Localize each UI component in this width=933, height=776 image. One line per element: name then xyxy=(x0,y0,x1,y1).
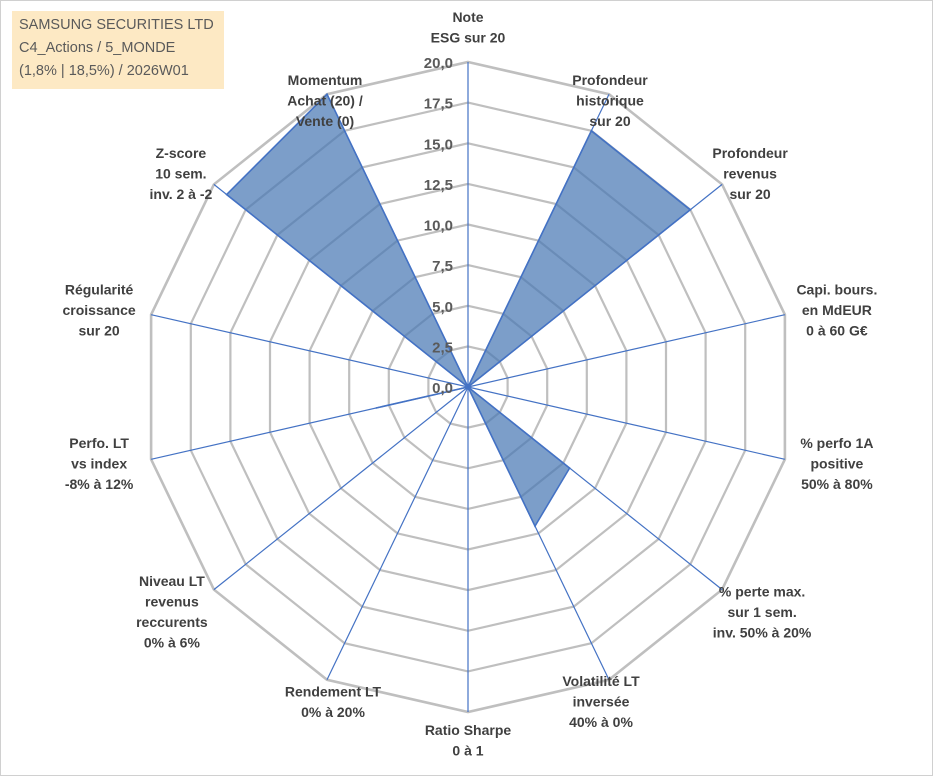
series-point-1 xyxy=(590,130,593,132)
axis-label-line: -8% à 12% xyxy=(65,476,134,492)
tick-label-3: 7,5 xyxy=(432,258,453,275)
axis-label-line: Régularité xyxy=(65,282,134,298)
tick-label-5: 12,5 xyxy=(424,177,453,194)
axis-label-line: ESG sur 20 xyxy=(431,30,506,46)
series-point-11 xyxy=(467,386,469,388)
axis-label-8: Rendement LT 0% à 20% xyxy=(285,683,382,720)
tick-label-4: 10,0 xyxy=(424,218,453,235)
axis-label-line: 0% à 6% xyxy=(144,635,201,651)
axis-label-line: croissance xyxy=(63,302,136,318)
axis-label-3: Capi. bours. en MdEUR 0 à 60 G€ xyxy=(796,282,877,339)
axis-label-line: 50% à 80% xyxy=(801,476,873,492)
axis-spoke-3 xyxy=(467,314,786,388)
axis-label-12: Z-score 10 sem. inv. 2 à -2 xyxy=(150,145,213,202)
axis-label-line: sur 20 xyxy=(589,113,630,129)
axis-label-line: % perte max. xyxy=(719,583,805,599)
axis-label-line: Volatilité LT xyxy=(562,673,640,689)
info-box: SAMSUNG SECURITIES LTD C4_Actions / 5_MO… xyxy=(12,11,224,89)
series-point-10 xyxy=(375,407,377,409)
axis-label-line: positive xyxy=(810,456,863,472)
label-layer: Note ESG sur 20 Profondeur historique sur 20… xyxy=(63,9,878,759)
axis-label-line: Niveau LT xyxy=(139,573,205,589)
axis-label-line: % perfo 1A xyxy=(800,435,873,451)
axis-label-line: en MdEUR xyxy=(802,302,872,318)
axis-label-line: revenus xyxy=(723,166,777,182)
series-layer xyxy=(225,92,692,528)
axis-label-6: Volatilité LT inversée 40% à 0% xyxy=(562,673,640,730)
axis-label-line: Momentum xyxy=(288,72,363,88)
axis-label-line: historique xyxy=(576,93,644,109)
tick-label-6: 15,0 xyxy=(424,136,453,153)
tick-label-7: 17,5 xyxy=(424,96,453,113)
axis-label-1: Profondeur historique sur 20 xyxy=(572,72,648,129)
company-name: SAMSUNG SECURITIES LTD xyxy=(19,17,214,33)
axis-label-line: inv. 50% à 20% xyxy=(713,624,812,640)
axis-label-line: Capi. bours. xyxy=(796,282,877,298)
axis-label-line: sur 1 sem. xyxy=(727,604,796,620)
series-point-13 xyxy=(326,93,328,95)
axis-label-0: Note ESG sur 20 xyxy=(431,9,506,46)
tick-layer: 0,0 2,5 5,0 7,5 10,0 12,5 15,0 17,5 20,0 xyxy=(424,55,453,397)
axis-spoke-8 xyxy=(326,386,469,681)
axis-label-line: sur 20 xyxy=(729,186,770,202)
axis-label-11: Régularité croissance sur 20 xyxy=(63,282,136,339)
axis-label-line: Note xyxy=(452,9,483,25)
axis-label-line: vs index xyxy=(71,456,127,472)
range-week-label: (1,8% | 18,5%) / 2026W01 xyxy=(19,63,189,79)
series-point-2 xyxy=(689,208,692,211)
axis-label-line: Z-score xyxy=(156,145,207,161)
series-point-12 xyxy=(225,193,228,196)
axis-label-line: Profondeur xyxy=(572,72,648,88)
axis-label-line: Achat (20) / xyxy=(287,93,363,109)
axis-label-line: sur 20 xyxy=(78,323,119,339)
axis-label-line: inversée xyxy=(573,694,630,710)
axis-label-7: Ratio Sharpe 0 à 1 xyxy=(425,722,512,759)
axis-spoke-4 xyxy=(467,386,786,460)
axis-label-line: Perfo. LT xyxy=(69,435,129,451)
tick-label-1: 2,5 xyxy=(432,339,453,356)
axis-label-line: inv. 2 à -2 xyxy=(150,186,213,202)
axis-label-line: Vente (0) xyxy=(296,113,354,129)
axis-label-line: Profondeur xyxy=(712,145,788,161)
category-label: C4_Actions / 5_MONDE xyxy=(19,40,176,56)
series-area-0 xyxy=(225,92,692,528)
axis-label-line: 0 à 1 xyxy=(452,743,483,759)
axis-label-10: Perfo. LT vs index -8% à 12% xyxy=(65,435,134,492)
axis-label-line: 0 à 60 G€ xyxy=(806,323,868,339)
axis-label-line: 0% à 20% xyxy=(301,704,365,720)
tick-label-8: 20,0 xyxy=(424,55,453,72)
axis-label-line: 10 sem. xyxy=(155,166,206,182)
axis-label-13: Momentum Achat (20) / Vente (0) xyxy=(287,72,363,129)
axis-label-9: Niveau LT revenus reccurents 0% à 6% xyxy=(136,573,208,651)
tick-label-2: 5,0 xyxy=(432,299,453,316)
axis-label-line: revenus xyxy=(145,594,199,610)
axis-spoke-11 xyxy=(150,314,469,388)
axis-label-line: reccurents xyxy=(136,614,208,630)
axis-label-4: % perfo 1A positive 50% à 80% xyxy=(800,435,873,492)
tick-label-0: 0,0 xyxy=(432,380,453,397)
axis-label-5: % perte max. sur 1 sem. inv. 50% à 20% xyxy=(713,583,812,640)
axis-label-line: Ratio Sharpe xyxy=(425,722,512,738)
series-point-5 xyxy=(568,467,571,469)
axis-label-line: 40% à 0% xyxy=(569,714,633,730)
series-point-6 xyxy=(534,525,536,527)
axis-label-line: Rendement LT xyxy=(285,683,382,699)
axis-spoke-9 xyxy=(213,386,469,591)
axis-label-2: Profondeur revenus sur 20 xyxy=(712,145,788,202)
